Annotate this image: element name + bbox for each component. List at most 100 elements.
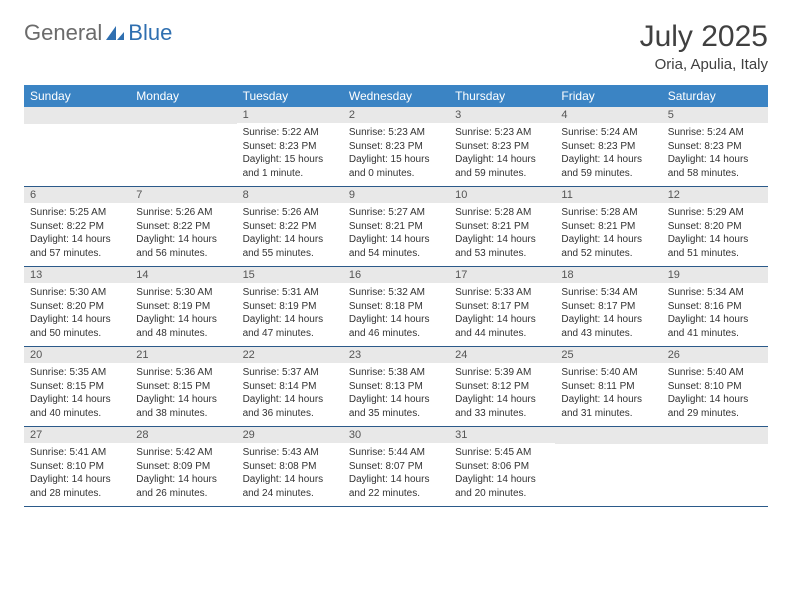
calendar-day-cell: 5Sunrise: 5:24 AMSunset: 8:23 PMDaylight…: [662, 107, 768, 187]
day-number: 6: [24, 187, 130, 203]
empty-day-info: [662, 444, 768, 498]
day-info: Sunrise: 5:32 AMSunset: 8:18 PMDaylight:…: [343, 283, 449, 346]
calendar-day-cell: 7Sunrise: 5:26 AMSunset: 8:22 PMDaylight…: [130, 187, 236, 267]
empty-day-info: [555, 444, 661, 498]
logo-text-general: General: [24, 20, 102, 46]
calendar-day-cell: 14Sunrise: 5:30 AMSunset: 8:19 PMDayligh…: [130, 267, 236, 347]
day-info: Sunrise: 5:25 AMSunset: 8:22 PMDaylight:…: [24, 203, 130, 266]
day-number: 14: [130, 267, 236, 283]
day-info: Sunrise: 5:28 AMSunset: 8:21 PMDaylight:…: [449, 203, 555, 266]
location-text: Oria, Apulia, Italy: [640, 56, 768, 73]
day-number: 12: [662, 187, 768, 203]
day-number: 21: [130, 347, 236, 363]
day-number: 20: [24, 347, 130, 363]
weekday-header: Tuesday: [237, 85, 343, 107]
calendar-day-cell: 26Sunrise: 5:40 AMSunset: 8:10 PMDayligh…: [662, 347, 768, 427]
day-number: 28: [130, 427, 236, 443]
title-block: July 2025 Oria, Apulia, Italy: [640, 20, 768, 73]
calendar-day-cell: 13Sunrise: 5:30 AMSunset: 8:20 PMDayligh…: [24, 267, 130, 347]
calendar-day-cell: 12Sunrise: 5:29 AMSunset: 8:20 PMDayligh…: [662, 187, 768, 267]
day-number: 2: [343, 107, 449, 123]
calendar-body: 1Sunrise: 5:22 AMSunset: 8:23 PMDaylight…: [24, 107, 768, 507]
calendar-day-cell: 15Sunrise: 5:31 AMSunset: 8:19 PMDayligh…: [237, 267, 343, 347]
day-number: 30: [343, 427, 449, 443]
calendar-header-row: SundayMondayTuesdayWednesdayThursdayFrid…: [24, 85, 768, 107]
day-number: 10: [449, 187, 555, 203]
calendar-day-cell: 24Sunrise: 5:39 AMSunset: 8:12 PMDayligh…: [449, 347, 555, 427]
calendar-day-cell: 25Sunrise: 5:40 AMSunset: 8:11 PMDayligh…: [555, 347, 661, 427]
calendar-week-row: 20Sunrise: 5:35 AMSunset: 8:15 PMDayligh…: [24, 347, 768, 427]
day-number: 31: [449, 427, 555, 443]
day-info: Sunrise: 5:26 AMSunset: 8:22 PMDaylight:…: [237, 203, 343, 266]
empty-day-info: [24, 124, 130, 178]
logo-text-blue: Blue: [128, 20, 172, 46]
calendar-empty-cell: [130, 107, 236, 187]
day-info: Sunrise: 5:27 AMSunset: 8:21 PMDaylight:…: [343, 203, 449, 266]
day-number: 15: [237, 267, 343, 283]
day-info: Sunrise: 5:23 AMSunset: 8:23 PMDaylight:…: [449, 123, 555, 186]
calendar-page: General Blue July 2025 Oria, Apulia, Ita…: [0, 0, 792, 527]
calendar-day-cell: 31Sunrise: 5:45 AMSunset: 8:06 PMDayligh…: [449, 427, 555, 507]
day-info: Sunrise: 5:30 AMSunset: 8:20 PMDaylight:…: [24, 283, 130, 346]
day-info: Sunrise: 5:24 AMSunset: 8:23 PMDaylight:…: [555, 123, 661, 186]
calendar-day-cell: 27Sunrise: 5:41 AMSunset: 8:10 PMDayligh…: [24, 427, 130, 507]
day-number: 18: [555, 267, 661, 283]
day-number: 22: [237, 347, 343, 363]
calendar-day-cell: 3Sunrise: 5:23 AMSunset: 8:23 PMDaylight…: [449, 107, 555, 187]
day-number: 17: [449, 267, 555, 283]
weekday-header: Sunday: [24, 85, 130, 107]
day-number: 7: [130, 187, 236, 203]
calendar-day-cell: 20Sunrise: 5:35 AMSunset: 8:15 PMDayligh…: [24, 347, 130, 427]
calendar-day-cell: 6Sunrise: 5:25 AMSunset: 8:22 PMDaylight…: [24, 187, 130, 267]
calendar-day-cell: 21Sunrise: 5:36 AMSunset: 8:15 PMDayligh…: [130, 347, 236, 427]
day-info: Sunrise: 5:42 AMSunset: 8:09 PMDaylight:…: [130, 443, 236, 506]
day-info: Sunrise: 5:28 AMSunset: 8:21 PMDaylight:…: [555, 203, 661, 266]
calendar-day-cell: 11Sunrise: 5:28 AMSunset: 8:21 PMDayligh…: [555, 187, 661, 267]
day-info: Sunrise: 5:37 AMSunset: 8:14 PMDaylight:…: [237, 363, 343, 426]
calendar-day-cell: 22Sunrise: 5:37 AMSunset: 8:14 PMDayligh…: [237, 347, 343, 427]
day-number: 29: [237, 427, 343, 443]
calendar-week-row: 6Sunrise: 5:25 AMSunset: 8:22 PMDaylight…: [24, 187, 768, 267]
day-number: 23: [343, 347, 449, 363]
calendar-day-cell: 1Sunrise: 5:22 AMSunset: 8:23 PMDaylight…: [237, 107, 343, 187]
day-number: 9: [343, 187, 449, 203]
day-info: Sunrise: 5:40 AMSunset: 8:11 PMDaylight:…: [555, 363, 661, 426]
day-number: 8: [237, 187, 343, 203]
day-info: Sunrise: 5:44 AMSunset: 8:07 PMDaylight:…: [343, 443, 449, 506]
day-number: 19: [662, 267, 768, 283]
day-number: 26: [662, 347, 768, 363]
day-info: Sunrise: 5:29 AMSunset: 8:20 PMDaylight:…: [662, 203, 768, 266]
day-info: Sunrise: 5:24 AMSunset: 8:23 PMDaylight:…: [662, 123, 768, 186]
day-number: 24: [449, 347, 555, 363]
day-number: 3: [449, 107, 555, 123]
calendar-week-row: 27Sunrise: 5:41 AMSunset: 8:10 PMDayligh…: [24, 427, 768, 507]
calendar-day-cell: 23Sunrise: 5:38 AMSunset: 8:13 PMDayligh…: [343, 347, 449, 427]
empty-day-number: [130, 107, 236, 124]
calendar-day-cell: 16Sunrise: 5:32 AMSunset: 8:18 PMDayligh…: [343, 267, 449, 347]
day-number: 13: [24, 267, 130, 283]
day-info: Sunrise: 5:30 AMSunset: 8:19 PMDaylight:…: [130, 283, 236, 346]
calendar-day-cell: 28Sunrise: 5:42 AMSunset: 8:09 PMDayligh…: [130, 427, 236, 507]
day-info: Sunrise: 5:34 AMSunset: 8:17 PMDaylight:…: [555, 283, 661, 346]
day-info: Sunrise: 5:39 AMSunset: 8:12 PMDaylight:…: [449, 363, 555, 426]
weekday-header: Friday: [555, 85, 661, 107]
day-info: Sunrise: 5:34 AMSunset: 8:16 PMDaylight:…: [662, 283, 768, 346]
calendar-day-cell: 19Sunrise: 5:34 AMSunset: 8:16 PMDayligh…: [662, 267, 768, 347]
calendar-table: SundayMondayTuesdayWednesdayThursdayFrid…: [24, 85, 768, 507]
day-number: 25: [555, 347, 661, 363]
weekday-header: Monday: [130, 85, 236, 107]
calendar-empty-cell: [662, 427, 768, 507]
calendar-day-cell: 30Sunrise: 5:44 AMSunset: 8:07 PMDayligh…: [343, 427, 449, 507]
day-number: 16: [343, 267, 449, 283]
calendar-day-cell: 4Sunrise: 5:24 AMSunset: 8:23 PMDaylight…: [555, 107, 661, 187]
calendar-day-cell: 10Sunrise: 5:28 AMSunset: 8:21 PMDayligh…: [449, 187, 555, 267]
day-info: Sunrise: 5:40 AMSunset: 8:10 PMDaylight:…: [662, 363, 768, 426]
day-info: Sunrise: 5:35 AMSunset: 8:15 PMDaylight:…: [24, 363, 130, 426]
day-info: Sunrise: 5:23 AMSunset: 8:23 PMDaylight:…: [343, 123, 449, 186]
weekday-header: Saturday: [662, 85, 768, 107]
month-title: July 2025: [640, 20, 768, 54]
day-number: 5: [662, 107, 768, 123]
calendar-day-cell: 2Sunrise: 5:23 AMSunset: 8:23 PMDaylight…: [343, 107, 449, 187]
empty-day-number: [24, 107, 130, 124]
logo: General Blue: [24, 20, 172, 46]
